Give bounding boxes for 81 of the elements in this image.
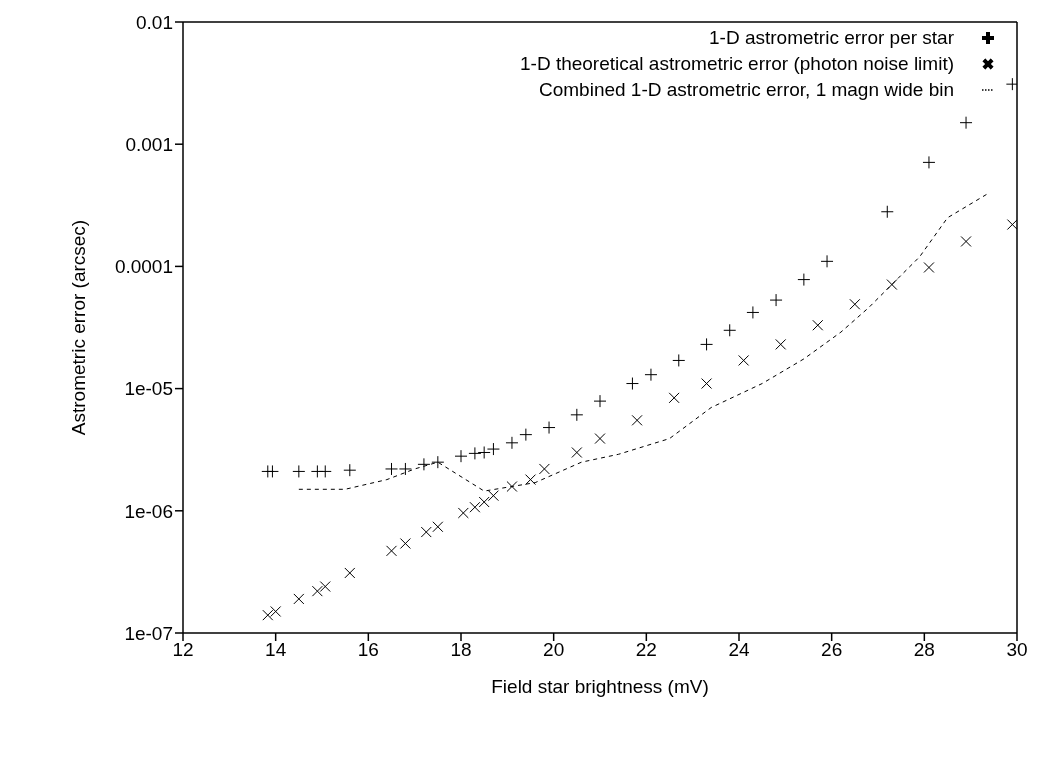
y-tick-label: 0.01 <box>136 11 173 33</box>
point <box>344 567 356 579</box>
point <box>468 446 482 460</box>
point <box>960 235 972 247</box>
y-axis-title: Astrometric error (arcsec) <box>67 219 89 436</box>
y-tick-label: 1e-05 <box>124 378 173 400</box>
x-tick-label: 30 <box>1006 639 1028 661</box>
point <box>525 474 536 486</box>
x-tick-label: 12 <box>172 639 194 661</box>
point <box>571 447 583 458</box>
legend-label: 1-D astrometric error per star <box>709 27 954 48</box>
point <box>701 378 713 390</box>
x-tick-label: 14 <box>265 639 287 661</box>
point <box>270 605 282 617</box>
y-tick-label: 1e-06 <box>124 500 173 522</box>
point <box>486 442 500 456</box>
point <box>454 449 468 463</box>
point <box>746 305 760 319</box>
point <box>431 455 445 469</box>
point <box>398 462 412 476</box>
point <box>318 464 332 478</box>
point <box>797 273 811 287</box>
x-tick-label: 28 <box>913 639 935 661</box>
point <box>292 464 306 478</box>
point <box>311 585 323 597</box>
point <box>668 392 680 404</box>
point <box>1005 77 1017 91</box>
point <box>538 463 550 475</box>
point <box>432 521 444 533</box>
point <box>923 261 935 273</box>
point <box>922 155 936 169</box>
point <box>417 457 431 471</box>
point <box>487 490 499 502</box>
point <box>820 254 834 268</box>
point <box>593 394 607 408</box>
point <box>457 507 469 519</box>
point <box>849 298 861 310</box>
point <box>570 408 584 422</box>
point <box>477 446 491 459</box>
point <box>775 338 787 350</box>
point <box>594 433 606 445</box>
point <box>262 609 274 621</box>
x-tick-label: 24 <box>728 639 750 661</box>
point <box>959 116 973 130</box>
point <box>738 354 750 366</box>
point <box>542 421 556 435</box>
point <box>506 481 518 493</box>
point <box>469 501 481 513</box>
point <box>519 428 533 442</box>
x-tick-label: 16 <box>357 639 379 661</box>
point <box>386 545 397 557</box>
x-tick-label: 20 <box>543 639 565 661</box>
point <box>399 538 411 549</box>
point <box>478 496 490 508</box>
point <box>812 319 824 331</box>
point <box>723 323 737 337</box>
point <box>631 414 643 426</box>
point <box>769 293 783 307</box>
x-tick-label: 18 <box>450 639 472 661</box>
x-tick-label: 26 <box>821 639 843 661</box>
y-tick-label: 0.001 <box>125 133 173 155</box>
point <box>385 462 398 476</box>
point <box>625 377 639 391</box>
point <box>343 463 357 477</box>
point <box>672 353 686 367</box>
x-axis-title: Field star brightness (mV) <box>491 676 709 697</box>
point <box>293 593 305 605</box>
legend-label: Combined 1-D astrometric error, 1 magn wide bin <box>538 79 954 100</box>
point <box>700 337 714 351</box>
y-tick-label: 0.0001 <box>114 256 173 278</box>
point <box>505 436 519 450</box>
point <box>886 279 898 291</box>
point <box>265 464 279 478</box>
point <box>880 205 894 219</box>
point <box>319 581 331 593</box>
y-tick-label: 1e-07 <box>124 622 173 644</box>
point <box>644 368 658 382</box>
legend-label: 1-D theoretical astrometric error (photon noise limit) <box>520 53 954 74</box>
point <box>420 526 432 538</box>
x-tick-label: 22 <box>635 639 657 661</box>
point <box>1006 219 1017 231</box>
